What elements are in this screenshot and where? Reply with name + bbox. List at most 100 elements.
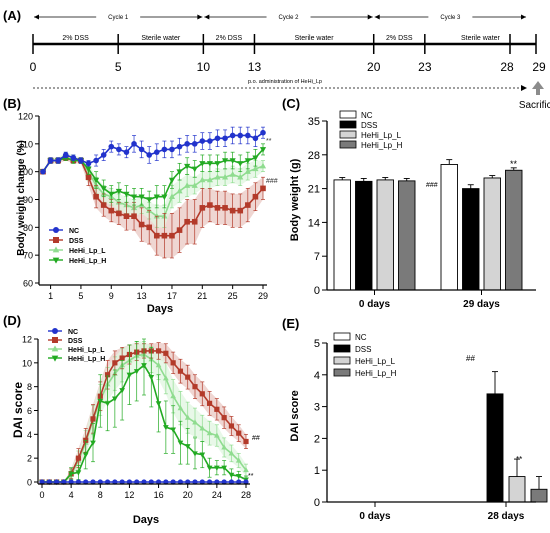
cycle-arrowhead-right bbox=[197, 14, 203, 20]
legend-label: NC bbox=[361, 111, 373, 120]
data-point bbox=[221, 465, 228, 471]
panel-c-label: (C) bbox=[282, 96, 300, 111]
x-tick-label: 13 bbox=[137, 291, 147, 301]
bar-hehi-lp-l bbox=[508, 476, 526, 503]
y-tick-label: 8 bbox=[27, 382, 32, 392]
cycle-label: Cycle 2 bbox=[279, 15, 300, 21]
legend-marker bbox=[51, 345, 59, 352]
data-point bbox=[126, 479, 133, 485]
data-point bbox=[237, 161, 244, 167]
cycle-label: Cycle 3 bbox=[440, 15, 461, 21]
data-point bbox=[155, 401, 162, 407]
data-point bbox=[61, 479, 67, 485]
y-tick-label: 2 bbox=[27, 454, 32, 464]
y-tick-label: 60 bbox=[23, 279, 33, 289]
data-point bbox=[260, 185, 266, 192]
data-point bbox=[252, 155, 259, 162]
y-tick-label: 1 bbox=[314, 465, 320, 477]
cycle-arrowhead-left bbox=[204, 14, 210, 20]
data-point bbox=[206, 161, 213, 167]
y-tick-label: 0 bbox=[314, 497, 320, 509]
data-point bbox=[191, 218, 198, 225]
series-nc bbox=[39, 479, 249, 485]
data-point bbox=[112, 360, 118, 366]
day-label: 28 bbox=[500, 60, 514, 74]
bar-dss bbox=[486, 393, 504, 503]
data-point bbox=[153, 212, 160, 219]
data-point bbox=[163, 350, 169, 356]
data-point bbox=[177, 404, 184, 411]
x-tick-label: 21 bbox=[197, 291, 207, 301]
legend-label: HeHi_Lp_L bbox=[69, 248, 106, 255]
data-point bbox=[228, 423, 235, 429]
data-point bbox=[169, 232, 175, 239]
data-point bbox=[214, 479, 220, 485]
data-point bbox=[138, 221, 145, 228]
panel-d-xlabel: Days bbox=[133, 514, 159, 526]
x-tick-label: 0 bbox=[39, 490, 44, 500]
x-tick-label: 9 bbox=[109, 291, 114, 301]
y-tick-label: 70 bbox=[23, 251, 33, 261]
data-point bbox=[259, 162, 267, 169]
data-point bbox=[192, 384, 198, 390]
data-point bbox=[90, 416, 96, 422]
data-point bbox=[62, 152, 69, 158]
data-point bbox=[170, 427, 177, 433]
data-point bbox=[206, 176, 213, 183]
data-point bbox=[85, 174, 92, 181]
data-point bbox=[199, 479, 205, 485]
panel-e-dai-score: (E) DAI score 0 1 2 3 4 5 0 days 28 days NC DSS H… bbox=[282, 316, 548, 522]
y-tick-label: 0 bbox=[27, 478, 32, 488]
panel-d-series bbox=[39, 338, 249, 486]
data-point bbox=[169, 146, 175, 153]
cycle-arrowhead-right bbox=[367, 14, 373, 20]
data-point bbox=[185, 479, 191, 485]
data-point bbox=[108, 191, 115, 198]
panel-b-axes: 60 70 80 90 100 110 120 1 5 9 13 17 21 25 29 bbox=[18, 112, 268, 302]
segment-label: Sterile water bbox=[295, 35, 335, 42]
data-point bbox=[68, 471, 75, 477]
data-point bbox=[133, 369, 140, 375]
data-point bbox=[252, 193, 259, 200]
data-point bbox=[214, 135, 221, 142]
data-point bbox=[185, 374, 191, 380]
legend-swatch bbox=[333, 332, 351, 341]
cycle-labels: Cycle 1 Cycle 2 Cycle 3 bbox=[34, 14, 527, 21]
y-tick-label: 21 bbox=[308, 184, 320, 196]
y-tick-label: 7 bbox=[314, 251, 320, 263]
legend-marker bbox=[52, 337, 58, 343]
day-label: 5 bbox=[115, 60, 122, 74]
data-point bbox=[243, 466, 249, 473]
data-point bbox=[176, 143, 183, 150]
data-point bbox=[104, 372, 111, 378]
data-point bbox=[192, 419, 198, 425]
data-point bbox=[93, 177, 100, 184]
data-point bbox=[138, 194, 145, 201]
day-label: 29 bbox=[532, 60, 546, 74]
data-point bbox=[184, 182, 191, 188]
series-line bbox=[42, 132, 264, 173]
data-point bbox=[184, 414, 191, 420]
data-point bbox=[206, 479, 213, 485]
legend-swatch bbox=[339, 120, 357, 129]
data-point bbox=[119, 479, 125, 485]
data-point bbox=[162, 375, 169, 381]
data-point bbox=[93, 193, 99, 200]
data-point bbox=[148, 479, 154, 485]
bar-nc bbox=[333, 179, 351, 291]
panel-b-ylabel: Body weight change (%) bbox=[16, 140, 27, 256]
day-label: 23 bbox=[418, 60, 432, 74]
data-point bbox=[252, 135, 259, 142]
y-tick-label: 6 bbox=[27, 406, 32, 416]
y-tick-label: 80 bbox=[23, 223, 33, 233]
panel-c-annotation-1: ### bbox=[426, 182, 438, 189]
data-point bbox=[222, 135, 228, 142]
y-tick-label: 120 bbox=[18, 112, 33, 122]
data-point bbox=[108, 207, 115, 214]
data-point bbox=[244, 168, 251, 174]
data-point bbox=[111, 396, 118, 402]
data-point bbox=[243, 438, 249, 445]
data-point bbox=[176, 187, 183, 194]
panel-e-bars bbox=[486, 371, 548, 503]
